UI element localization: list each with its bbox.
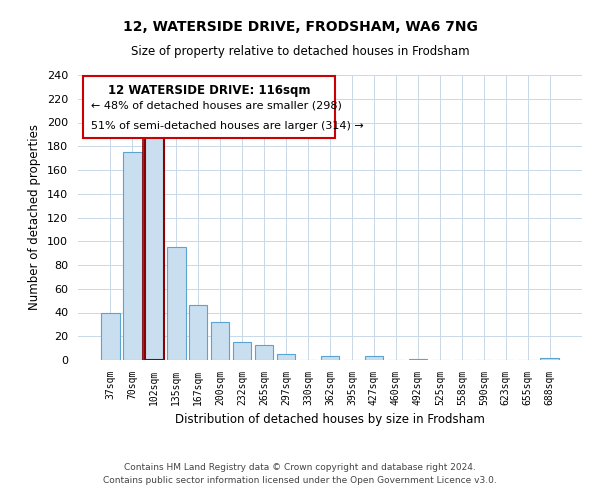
Bar [101,312,119,360]
FancyBboxPatch shape [83,76,335,138]
Bar [409,359,427,360]
Bar [320,356,340,360]
Bar [145,133,164,360]
Bar [365,356,383,360]
Text: ← 48% of detached houses are smaller (298): ← 48% of detached houses are smaller (29… [91,100,341,110]
Bar [277,354,295,360]
Bar [211,322,229,360]
X-axis label: Distribution of detached houses by size in Frodsham: Distribution of detached houses by size … [175,414,485,426]
Y-axis label: Number of detached properties: Number of detached properties [28,124,41,310]
Bar [167,247,185,360]
Text: 12, WATERSIDE DRIVE, FRODSHAM, WA6 7NG: 12, WATERSIDE DRIVE, FRODSHAM, WA6 7NG [122,20,478,34]
Text: 12 WATERSIDE DRIVE: 116sqm: 12 WATERSIDE DRIVE: 116sqm [108,84,310,96]
Text: 51% of semi-detached houses are larger (314) →: 51% of semi-detached houses are larger (… [91,120,364,130]
Bar [123,152,142,360]
Text: Contains HM Land Registry data © Crown copyright and database right 2024.
Contai: Contains HM Land Registry data © Crown c… [103,463,497,485]
Bar [541,358,559,360]
Text: Size of property relative to detached houses in Frodsham: Size of property relative to detached ho… [131,45,469,58]
Bar [255,344,274,360]
Bar [233,342,251,360]
Bar [189,306,208,360]
